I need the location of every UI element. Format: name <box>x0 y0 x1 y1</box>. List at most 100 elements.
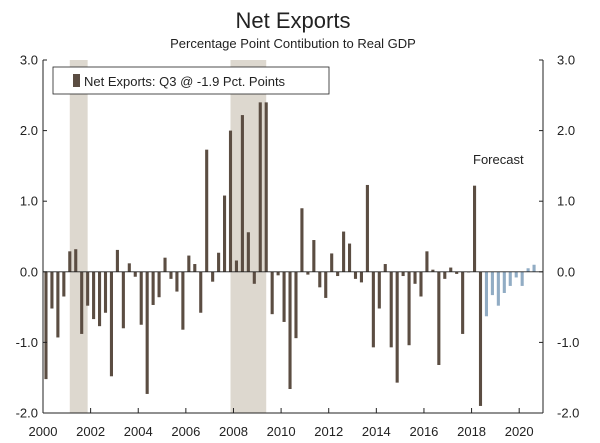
net-exports-bar <box>383 264 387 272</box>
net-exports-bar <box>175 271 179 292</box>
net-exports-bar <box>318 271 322 288</box>
net-exports-bar <box>395 271 399 383</box>
recession-shading <box>69 60 267 413</box>
net-exports-bar <box>50 271 54 309</box>
net-exports-bar <box>389 271 393 348</box>
net-exports-bar <box>443 271 447 279</box>
net-exports-bar <box>211 271 215 282</box>
net-exports-bar <box>121 271 125 329</box>
net-exports-bar <box>133 271 137 277</box>
net-exports-bar <box>98 271 102 327</box>
x-tick-label: 2010 <box>267 424 296 439</box>
net-exports-bar <box>425 251 429 272</box>
y-tick-label-left: -2.0 <box>16 406 38 421</box>
net-exports-bar <box>431 269 435 272</box>
net-exports-bar <box>377 271 381 309</box>
net-exports-bar <box>455 271 459 274</box>
net-exports-bar <box>270 271 274 315</box>
y-tick-label-right: 0.0 <box>557 264 575 279</box>
net-exports-bar <box>282 271 286 322</box>
net-exports-bar <box>187 255 191 272</box>
net-exports-bar <box>44 271 48 380</box>
net-exports-bar <box>288 271 292 389</box>
net-exports-bar <box>228 130 233 272</box>
legend-label: Net Exports: Q3 @ -1.9 Pct. Points <box>84 74 286 89</box>
net-exports-bar <box>240 115 244 272</box>
net-exports-bar <box>300 208 304 272</box>
net-exports-bar <box>234 260 238 272</box>
net-exports-bar <box>103 271 108 313</box>
y-tick-label-left: 3.0 <box>20 53 38 68</box>
net-exports-bar <box>68 251 72 272</box>
y-tick-label-right: -2.0 <box>557 406 579 421</box>
net-exports-bar <box>312 240 316 272</box>
legend-swatch <box>73 74 80 87</box>
net-exports-bar <box>365 184 369 272</box>
x-tick-label: 2016 <box>409 424 438 439</box>
forecast-bar <box>490 271 494 296</box>
net-exports-bar <box>109 271 113 377</box>
net-exports-bar <box>324 271 328 298</box>
net-exports-bar <box>401 271 405 277</box>
net-exports-bar <box>145 271 149 394</box>
x-tick-label: 2008 <box>219 424 248 439</box>
legend-box <box>52 66 330 95</box>
forecast-bar <box>526 268 530 272</box>
y-tick-label-right: 1.0 <box>557 194 575 209</box>
forecast-bar <box>484 271 488 317</box>
net-exports-bar <box>342 231 346 272</box>
net-exports-bar <box>205 149 209 272</box>
net-exports-bar <box>258 102 262 272</box>
net-exports-bar <box>127 263 131 272</box>
net-exports-bar <box>157 271 161 298</box>
net-exports-bar <box>264 102 268 272</box>
forecast-annotation: Forecast <box>473 152 524 167</box>
forecast-bar <box>496 271 500 306</box>
y-tick-label-left: 2.0 <box>20 123 38 138</box>
net-exports-bar <box>407 271 411 346</box>
net-exports-bar <box>199 271 203 313</box>
net-exports-bar <box>169 271 173 279</box>
net-exports-bar <box>473 185 477 272</box>
net-exports-bar <box>353 271 358 279</box>
forecast-bar <box>532 264 536 272</box>
net-exports-bar <box>223 195 227 272</box>
legend: Net Exports: Q3 @ -1.9 Pct. Points <box>52 66 330 95</box>
net-exports-bar <box>359 271 363 283</box>
net-exports-bar <box>306 271 310 275</box>
recession-band-1 <box>69 60 88 413</box>
forecast-bar <box>508 271 512 286</box>
net-exports-bar <box>449 267 453 272</box>
net-exports-bar <box>56 271 60 338</box>
forecast-bar <box>520 271 524 286</box>
net-exports-bar <box>461 271 465 334</box>
chart-subtitle: Percentage Point Contibution to Real GDP <box>170 36 416 51</box>
axes: 3.0 3.0 2.0 2.0 1.0 1.0 0.0 0.0 -1.0 -1.0 -2.0 -2.0… <box>16 53 580 440</box>
forecast-bar <box>514 271 518 278</box>
net-exports-bar <box>294 271 298 339</box>
y-tick-label-right: 3.0 <box>557 53 575 68</box>
x-tick-label: 2002 <box>76 424 105 439</box>
y-tick-label-left: -1.0 <box>16 335 38 350</box>
net-exports-bar <box>419 271 423 297</box>
net-exports-bar <box>348 243 352 272</box>
forecast-bar <box>502 271 506 293</box>
y-tick-label-left: 0.0 <box>20 264 38 279</box>
net-exports-bar <box>151 271 155 305</box>
net-exports-bar <box>371 271 375 348</box>
net-exports-bar <box>80 271 84 334</box>
net-exports-bar <box>181 271 185 330</box>
net-exports-bar <box>193 264 197 272</box>
net-exports-bar <box>246 232 250 272</box>
x-tick-label: 2004 <box>124 424 153 439</box>
y-tick-label-right: 2.0 <box>557 123 575 138</box>
net-exports-bar <box>478 271 483 406</box>
x-tick-label: 2020 <box>505 424 534 439</box>
x-tick-label: 2018 <box>457 424 486 439</box>
x-tick-label: 2000 <box>29 424 58 439</box>
x-tick-label: 2006 <box>171 424 200 439</box>
net-exports-bar <box>163 257 167 272</box>
net-exports-bar <box>86 271 90 306</box>
